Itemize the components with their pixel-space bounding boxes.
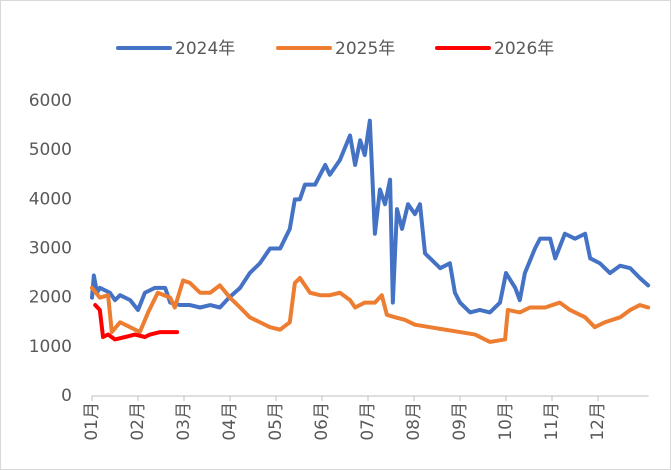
y-tick-label: 0 [61,386,72,406]
y-tick-label: 1000 [29,337,72,357]
x-tick-label: 12月 [588,402,608,441]
x-tick-label: 05月 [266,402,286,441]
y-tick-label: 3000 [29,239,72,259]
x-tick-label: 01月 [82,402,102,441]
y-tick-label: 6000 [29,91,72,111]
x-tick-label: 03月 [174,402,194,441]
x-tick-label: 09月 [450,402,470,441]
x-tick-label: 02月 [128,402,148,441]
x-tick-label: 07月 [358,402,378,441]
series-line [90,276,651,344]
x-tick-label: 11月 [542,402,562,441]
x-tick-label: 10月 [496,402,516,441]
legend-label: 2024年 [175,39,235,59]
x-tick-label: 08月 [404,402,424,441]
x-tick-label: 06月 [312,402,332,441]
y-tick-label: 2000 [29,288,72,308]
y-tick-label: 5000 [29,140,72,160]
legend-label: 2025年 [335,39,395,59]
legend-label: 2026年 [494,39,554,59]
y-tick-label: 4000 [29,189,72,209]
series-line [93,303,180,342]
x-tick-label: 04月 [220,402,240,441]
